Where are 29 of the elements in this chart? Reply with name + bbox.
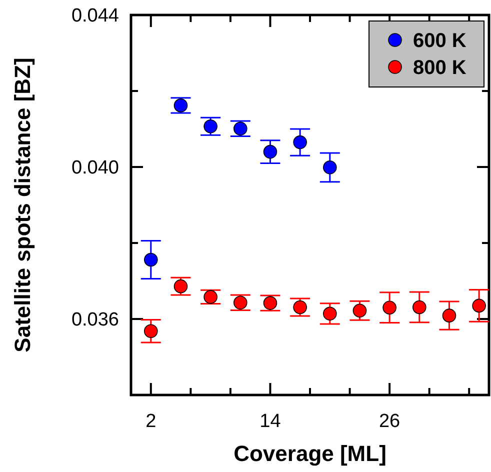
point: [233, 296, 248, 310]
point: [352, 304, 367, 318]
point: [293, 135, 307, 150]
x-tick-label: 14: [260, 411, 282, 432]
x-axis-title: Coverage [ML]: [234, 441, 386, 466]
point: [442, 308, 456, 322]
y-tick-label: 0.040: [71, 158, 119, 179]
point: [293, 300, 307, 314]
point: [472, 298, 486, 313]
point: [174, 279, 188, 294]
point: [144, 324, 158, 338]
point: [322, 160, 337, 174]
point: [263, 296, 278, 310]
point: [263, 144, 278, 159]
point: [412, 300, 426, 314]
y-tick-label: 0.044: [71, 6, 120, 27]
legend-label: 600 K: [413, 30, 467, 52]
point: [204, 119, 218, 134]
x-tick-label: 26: [378, 411, 400, 432]
x-tick-label: 2: [146, 411, 156, 432]
point: [233, 122, 248, 136]
legend-label: 800 K: [413, 57, 467, 79]
y-tick-label: 0.036: [71, 310, 119, 331]
point: [322, 306, 337, 321]
point: [204, 290, 218, 304]
point: [174, 98, 188, 112]
y-axis-title: Satellite spots distance [BZ]: [10, 58, 35, 352]
point: [382, 300, 396, 314]
point: [144, 252, 158, 267]
